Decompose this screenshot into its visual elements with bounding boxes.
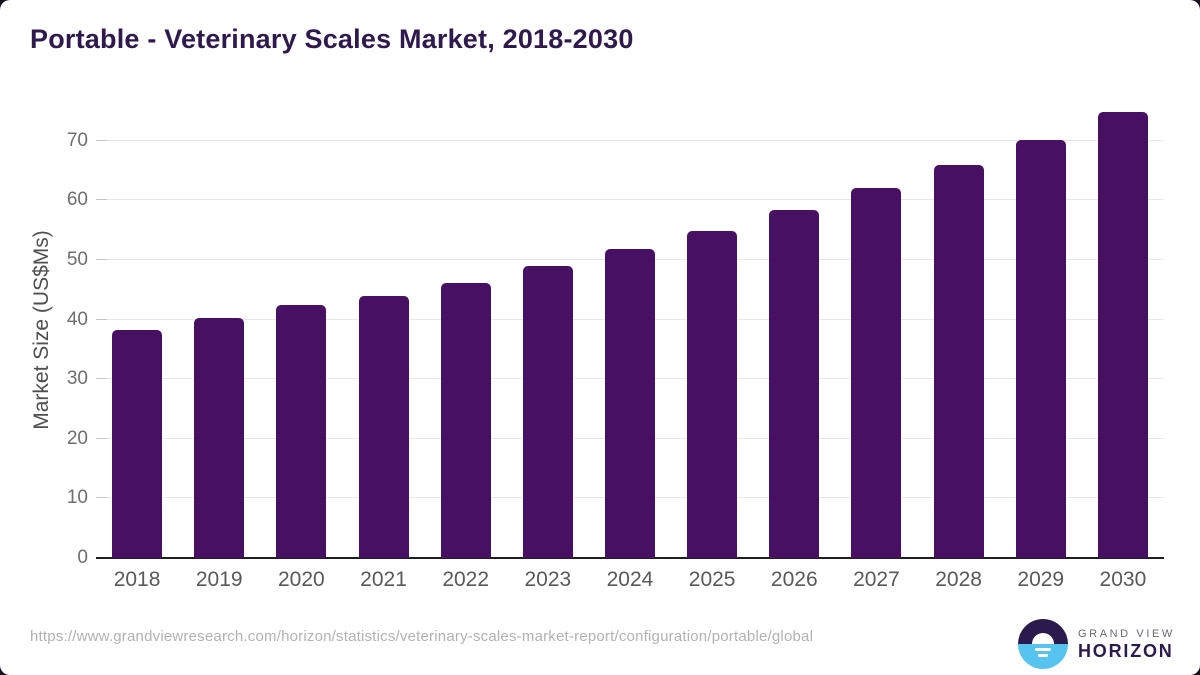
x-tick-label-2021: 2021: [360, 568, 407, 591]
x-tick-label-2029: 2029: [1017, 568, 1065, 591]
x-tick-label-2023: 2023: [524, 568, 572, 591]
horizon-sunrise-icon: [1018, 619, 1068, 669]
logo-brand-bottom: HORIZON: [1078, 640, 1174, 661]
gridline-y-60: [96, 199, 1164, 201]
x-tick-label-2018: 2018: [113, 568, 161, 591]
x-tick-label-2030: 2030: [1099, 568, 1147, 591]
y-tickmark-20: [96, 437, 107, 439]
bar-2019[interactable]: [194, 317, 245, 558]
bar-2026[interactable]: [769, 209, 820, 558]
logo-reflection-line-2: [1038, 654, 1048, 657]
y-tick-label-40: 40: [66, 308, 88, 330]
x-axis-tick-labels: 2018 2019 2020 2021 2022 2023 2024 2025 2026 2027…: [96, 568, 1164, 596]
y-axis-tick-labels: 0 10 20 30 40 50 60 70: [30, 105, 88, 567]
x-tick-label-2019: 2019: [195, 568, 243, 591]
logo-brand-top: GRAND VIEW: [1078, 627, 1175, 640]
y-tickmark-50: [96, 258, 107, 260]
bar-2027[interactable]: [851, 187, 902, 558]
y-tickmark-40: [96, 318, 107, 320]
x-tick-label-2020: 2020: [278, 568, 325, 591]
logo-sun-dome: [1032, 633, 1054, 644]
y-tickmark-60: [96, 199, 107, 201]
y-tickmark-30: [96, 378, 107, 380]
y-tick-label-60: 60: [66, 189, 88, 211]
y-tick-label-20: 20: [66, 427, 88, 449]
x-tick-label-2025: 2025: [688, 568, 736, 591]
y-tickmark-70: [96, 139, 107, 141]
logo-wordmark: GRAND VIEW HORIZON: [1078, 628, 1175, 661]
x-tick-label-2027: 2027: [853, 568, 900, 591]
bar-2021[interactable]: [358, 295, 409, 558]
bar-2018[interactable]: [112, 329, 163, 558]
x-tick-label-2024: 2024: [606, 568, 654, 591]
chart-title: Portable - Veterinary Scales Market, 201…: [30, 24, 634, 54]
y-tick-label-0: 0: [77, 547, 88, 568]
source-url: https://www.grandviewresearch.com/horizo…: [30, 628, 814, 645]
bar-2025[interactable]: [687, 230, 738, 558]
y-tick-label-30: 30: [66, 368, 88, 390]
y-tick-label-10: 10: [66, 487, 88, 509]
x-axis-line: [96, 557, 1164, 559]
bar-2028[interactable]: [933, 165, 984, 558]
x-tick-label-2022: 2022: [442, 568, 490, 591]
bar-2030[interactable]: [1097, 111, 1148, 558]
x-tick-label-2026: 2026: [770, 568, 818, 591]
bar-2022[interactable]: [440, 282, 491, 558]
bar-2024[interactable]: [605, 248, 655, 558]
grand-view-horizon-logo: GRAND VIEW HORIZON: [1018, 619, 1175, 669]
bar-2023[interactable]: [522, 265, 573, 558]
plot-area: [96, 105, 1164, 559]
bar-2020[interactable]: [276, 305, 327, 558]
bar-2029[interactable]: [1015, 139, 1066, 558]
y-tickmark-10: [96, 497, 107, 499]
y-tick-label-50: 50: [66, 248, 88, 270]
y-tick-label-70: 70: [66, 129, 88, 151]
x-tick-label-2028: 2028: [935, 568, 982, 591]
gridline-y-70: [96, 139, 1164, 141]
logo-reflection-line-1: [1035, 648, 1051, 651]
